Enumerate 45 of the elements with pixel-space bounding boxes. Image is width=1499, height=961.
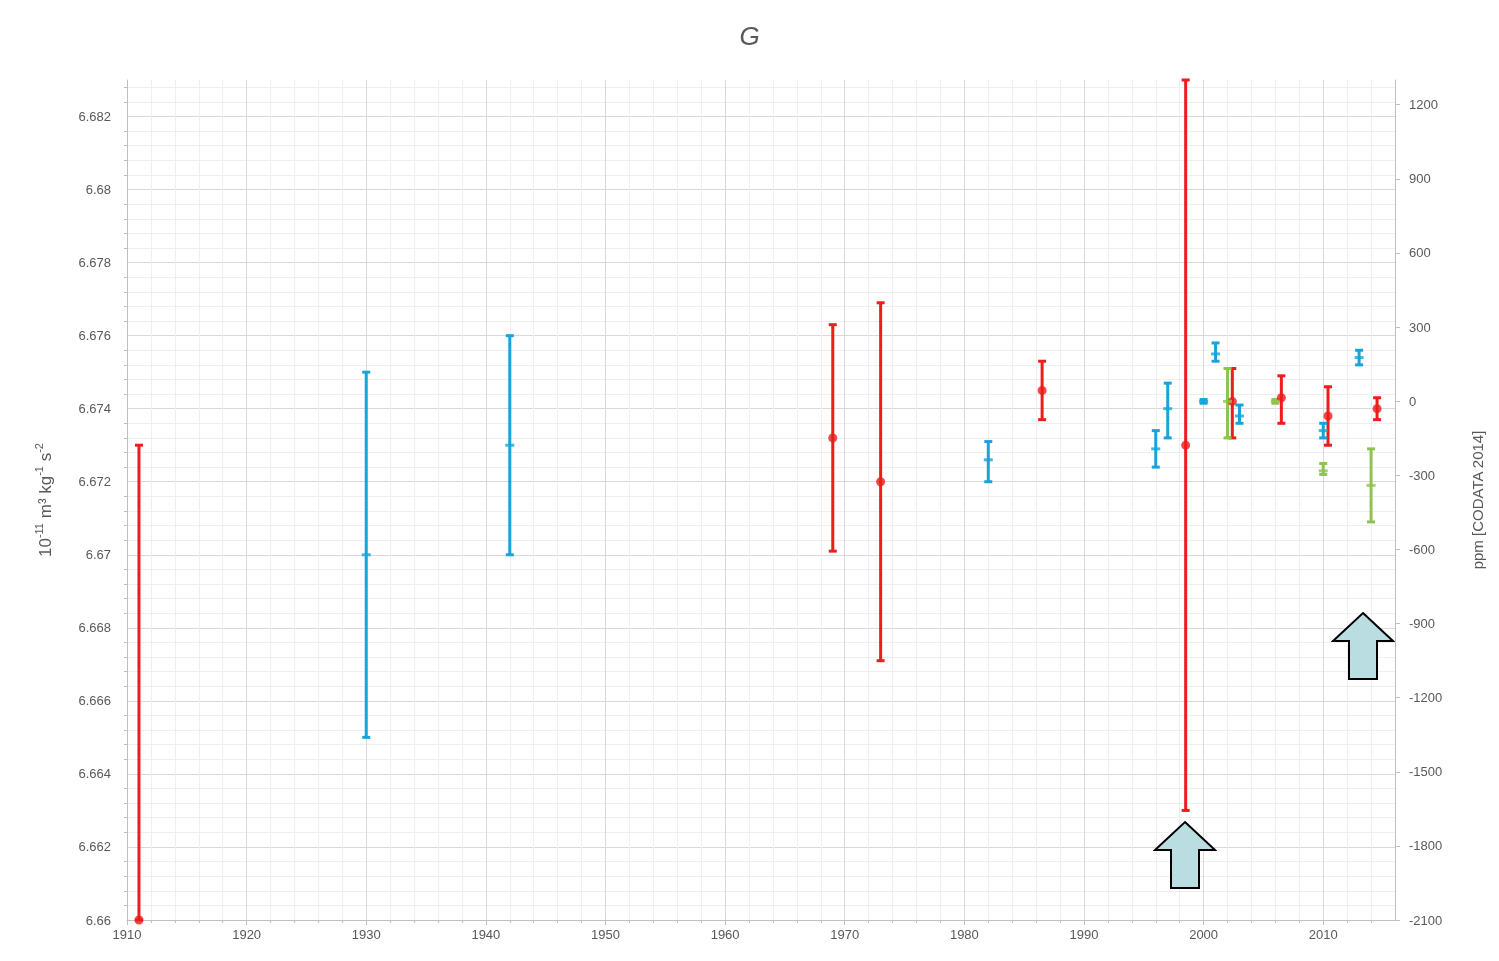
y-tick-label: 6.672: [78, 474, 111, 490]
x-tick-label: 1920: [232, 927, 262, 942]
point: [876, 477, 886, 487]
y-tick-label: 6.664: [78, 766, 111, 782]
y2-tick-label: -600: [1409, 541, 1436, 557]
y2-tick-label: -1500: [1409, 764, 1443, 780]
x-tick-label: 2010: [1308, 927, 1338, 942]
point: [1323, 411, 1333, 421]
y2-tick-label: 600: [1409, 245, 1431, 261]
y-tick-label: 6.682: [78, 109, 111, 125]
x-tick-label: 1910: [112, 927, 142, 942]
y2-axis-title: ppm [CODATA 2014]: [1469, 430, 1486, 570]
y-tick-label: 6.676: [78, 328, 111, 344]
y2-tick-label: -300: [1409, 467, 1436, 483]
x-tick-label: 1950: [591, 927, 620, 942]
x-tick-label: 1970: [830, 927, 860, 942]
x-tick-label: 1980: [949, 927, 979, 942]
y-axis-title: 10-11 m³ kg-1 s-2: [32, 443, 55, 558]
point: [1181, 440, 1191, 450]
y2-tick-label: 900: [1409, 171, 1431, 187]
y2-tick-label: 1200: [1409, 97, 1438, 113]
y-tick-label: 6.668: [78, 620, 111, 636]
y2-tick-label: 300: [1409, 319, 1431, 335]
point: [1037, 385, 1047, 395]
point: [1276, 393, 1286, 403]
y2-tick-label: -900: [1409, 616, 1436, 632]
y-tick-label: 6.67: [85, 547, 111, 563]
y-tick-label: 6.678: [78, 255, 111, 271]
x-tick-label: 1990: [1069, 927, 1099, 942]
y2-tick-label: -2100: [1409, 912, 1443, 928]
y-tick-label: 6.66: [85, 912, 111, 928]
x-tick-label: 1960: [710, 927, 740, 942]
y2-tick-label: -1200: [1409, 690, 1443, 706]
y-tick-label: 6.666: [78, 693, 111, 709]
point: [1372, 404, 1382, 414]
chart-title: G: [739, 21, 760, 51]
x-tick-label: 1940: [471, 927, 501, 942]
point: [828, 433, 838, 443]
y-tick-label: 6.674: [78, 401, 111, 417]
y-tick-label: 6.662: [78, 839, 111, 855]
y-tick-label: 6.68: [85, 182, 111, 198]
y2-tick-label: -1800: [1409, 838, 1443, 854]
x-tick-label: 1930: [351, 927, 381, 942]
y2-tick-label: 0: [1409, 393, 1417, 409]
x-tick-label: 2000: [1189, 927, 1219, 942]
